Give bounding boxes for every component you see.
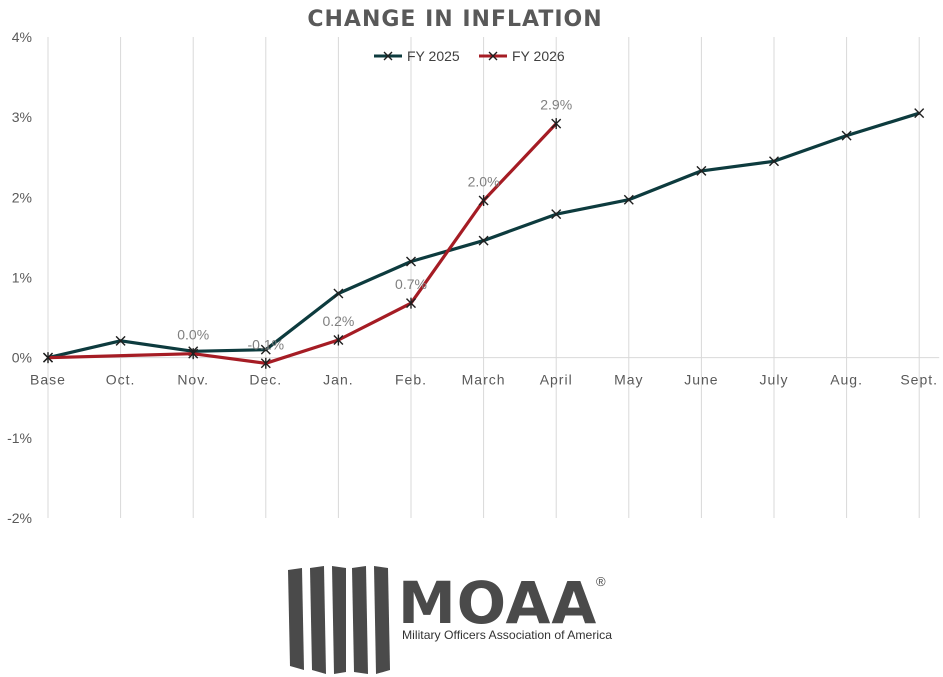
data-point-marker bbox=[623, 194, 634, 205]
x-tick-label: June bbox=[684, 372, 718, 388]
legend-entry-fy-2025: FY 2025 bbox=[374, 48, 460, 64]
data-label: 0.7% bbox=[395, 276, 427, 292]
moaa-logo: MOAA ® Military Officers Association of … bbox=[288, 566, 612, 674]
logo-wordmark: MOAA bbox=[398, 569, 597, 637]
y-tick-label: 3% bbox=[12, 109, 32, 125]
data-point-marker bbox=[841, 130, 852, 141]
x-tick-label: Nov. bbox=[177, 372, 209, 388]
data-point-marker bbox=[43, 352, 53, 364]
x-axis: Base Oct. Nov. Dec. Jan. Feb. March April May Jun… bbox=[30, 372, 938, 388]
legend-entry-fy-2026: FY 2026 bbox=[479, 48, 565, 64]
y-axis: -2% -1% 0% 1% 2% 3% 4% bbox=[7, 29, 32, 526]
y-tick-label: 4% bbox=[12, 29, 32, 45]
data-point-marker bbox=[406, 297, 416, 309]
data-point-marker bbox=[551, 209, 562, 220]
legend-label: FY 2026 bbox=[512, 48, 565, 64]
y-tick-label: 1% bbox=[12, 270, 32, 286]
data-point-marker bbox=[260, 344, 271, 355]
data-label: -0.1% bbox=[248, 336, 285, 352]
data-point-marker bbox=[260, 357, 271, 369]
x-tick-label: Oct. bbox=[106, 372, 136, 388]
data-point-marker bbox=[696, 165, 707, 176]
data-label: 0.2% bbox=[322, 313, 354, 329]
data-point-marker bbox=[188, 348, 199, 360]
data-point-marker bbox=[478, 195, 489, 207]
x-tick-label: Sept. bbox=[900, 372, 938, 388]
x-tick-label: April bbox=[540, 372, 573, 388]
x-tick-label: Base bbox=[30, 372, 66, 388]
data-point-marker bbox=[115, 335, 126, 346]
logo-registered-mark: ® bbox=[596, 574, 606, 589]
data-label: 2.9% bbox=[540, 97, 572, 113]
y-tick-label: 2% bbox=[12, 189, 32, 205]
x-tick-label: March bbox=[462, 372, 506, 388]
data-point-marker bbox=[333, 288, 344, 299]
x-tick-label: Aug. bbox=[830, 372, 863, 388]
data-point-marker bbox=[478, 235, 489, 246]
data-label: 0.0% bbox=[177, 327, 209, 343]
legend: FY 2025 FY 2026 bbox=[374, 48, 565, 64]
logo-bars-icon bbox=[288, 566, 390, 674]
y-tick-label: -2% bbox=[7, 510, 32, 526]
data-point-marker bbox=[914, 108, 925, 119]
y-tick-label: 0% bbox=[12, 350, 32, 366]
data-point-marker bbox=[406, 256, 416, 267]
series-group bbox=[43, 108, 925, 369]
inflation-chart: CHANGE IN INFLATION -2% -1% 0% 1% 2% 3% 4% Bas… bbox=[7, 7, 940, 526]
x-tick-label: Jan. bbox=[323, 372, 353, 388]
data-point-marker bbox=[769, 156, 779, 167]
data-label: 2.0% bbox=[468, 174, 500, 190]
data-point-marker bbox=[551, 118, 562, 130]
chart-title: CHANGE IN INFLATION bbox=[307, 7, 602, 32]
logo-subtitle: Military Officers Association of America bbox=[402, 628, 612, 642]
data-labels: 0.0% -0.1% 0.2% 0.7% 2.0% 2.9% bbox=[177, 97, 572, 353]
x-tick-label: July bbox=[760, 372, 789, 388]
grid bbox=[47, 37, 940, 518]
x-tick-label: May bbox=[614, 372, 643, 388]
data-point-marker bbox=[333, 334, 344, 346]
y-tick-label: -1% bbox=[7, 430, 32, 446]
x-tick-label: Dec. bbox=[249, 372, 282, 388]
x-tick-label: Feb. bbox=[395, 372, 427, 388]
legend-label: FY 2025 bbox=[407, 48, 460, 64]
